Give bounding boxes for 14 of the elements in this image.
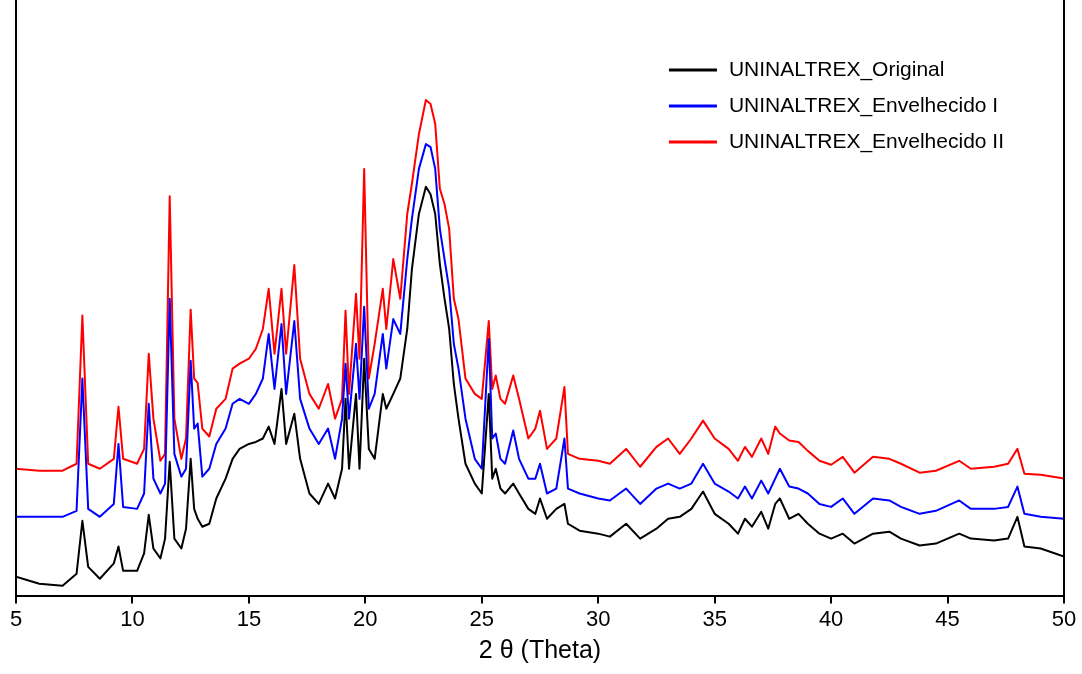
- x-tick-label: 40: [818, 605, 844, 631]
- legend-label: UNINALTREX_Envelhecido I: [728, 92, 999, 117]
- x-tick-label: 35: [702, 605, 727, 631]
- x-tick-label: 45: [935, 605, 960, 631]
- x-tick-label: 20: [353, 605, 378, 631]
- x-tick-label: 10: [120, 605, 145, 631]
- x-tick-label: 15: [236, 605, 262, 631]
- legend-label: UNINALTREX_Envelhecido II: [728, 128, 1004, 153]
- x-axis-title: 2 θ (Theta): [478, 634, 602, 663]
- x-tick-label: 30: [585, 605, 611, 631]
- x-tick-label: 25: [469, 605, 495, 631]
- legend-label: UNINALTREX_Original: [728, 56, 945, 81]
- x-tick-label: 50: [1051, 605, 1077, 631]
- x-tick-label: 5: [9, 605, 23, 631]
